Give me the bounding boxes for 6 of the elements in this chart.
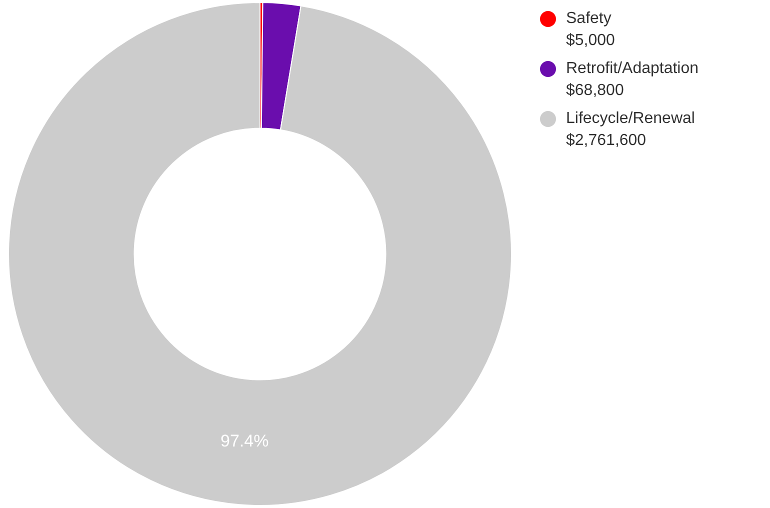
legend-label: Safety	[566, 9, 612, 29]
data-label: $2,761,600	[566, 131, 648, 151]
legend-label: Retrofit/Adaptation	[566, 59, 699, 79]
legend-label: Lifecycle/Renewal	[566, 109, 696, 129]
data-label: $68,800	[566, 81, 625, 101]
data-label: $5,000	[566, 31, 616, 51]
